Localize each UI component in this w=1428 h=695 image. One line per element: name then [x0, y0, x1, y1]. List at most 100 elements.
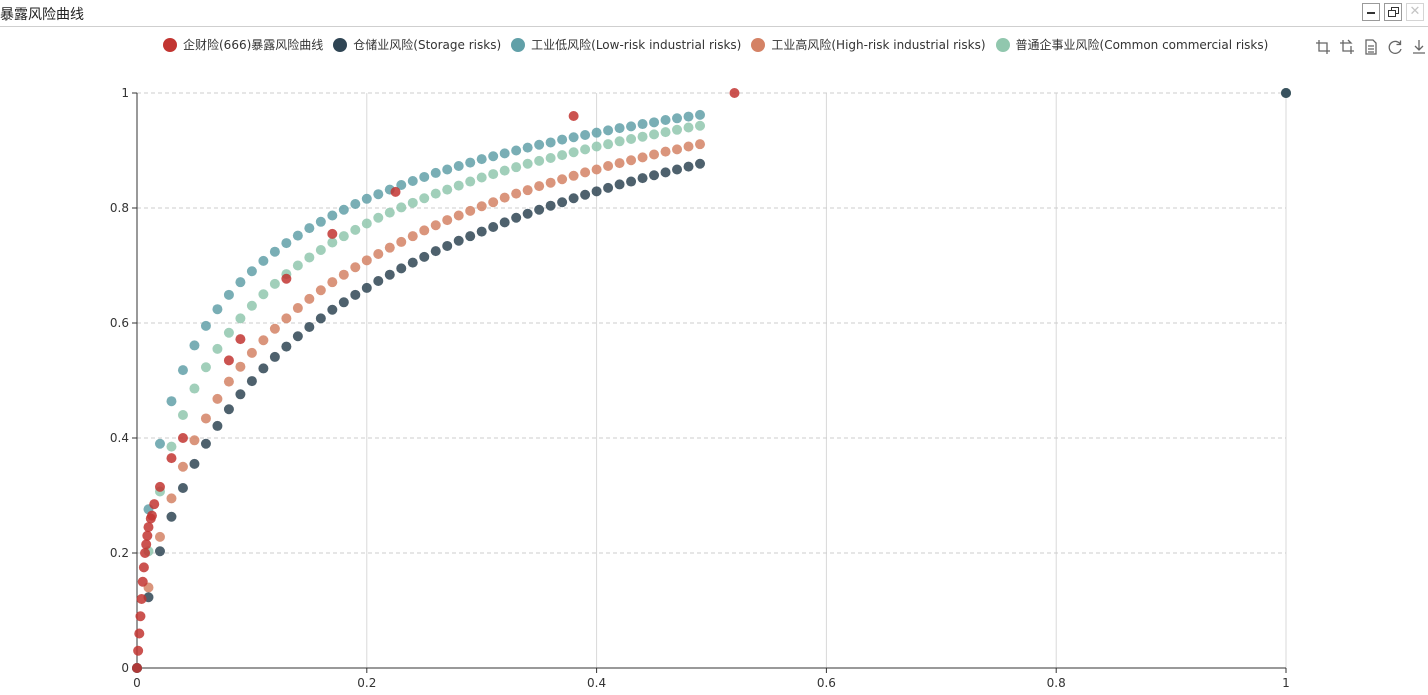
- y-tick-label: 0: [121, 661, 129, 675]
- data-point: [603, 139, 614, 150]
- legend-item-4[interactable]: 普通企事业风险(Common commercial risks): [995, 36, 1268, 53]
- data-point: [177, 433, 188, 443]
- data-point: [200, 438, 211, 449]
- data-point: [626, 155, 637, 166]
- legend-item-0[interactable]: 企财险(666)暴露风险曲线: [163, 36, 323, 53]
- data-point: [407, 257, 418, 268]
- data-point: [149, 499, 160, 510]
- data-point: [350, 198, 361, 209]
- legend-item-2[interactable]: 工业低风险(Low-risk industrial risks): [511, 36, 741, 53]
- data-point: [499, 192, 510, 203]
- data-point: [476, 201, 487, 212]
- data-point: [177, 483, 188, 494]
- x-tick-label: 0.2: [357, 676, 376, 690]
- data-point: [373, 249, 384, 259]
- data-point: [626, 176, 637, 187]
- data-point: [223, 404, 234, 415]
- data-point: [200, 320, 211, 331]
- minimize-button[interactable]: [1362, 3, 1380, 21]
- data-point: [189, 458, 200, 469]
- close-button[interactable]: ✕: [1406, 3, 1424, 21]
- data-point: [729, 88, 740, 98]
- data-point: [511, 188, 522, 199]
- data-point: [683, 111, 694, 122]
- data-point: [281, 313, 292, 324]
- data-point: [246, 300, 257, 311]
- legend-item-1[interactable]: 仓储业风险(Storage risks): [333, 36, 501, 53]
- data-point: [361, 218, 372, 229]
- data-view-icon[interactable]: [1362, 38, 1380, 56]
- data-point: [419, 193, 430, 204]
- data-point: [350, 262, 361, 273]
- data-point: [223, 327, 234, 338]
- data-point: [235, 361, 246, 372]
- data-point: [603, 161, 614, 172]
- data-point: [637, 119, 648, 130]
- data-point: [580, 144, 591, 155]
- data-point: [396, 202, 407, 213]
- data-point: [407, 231, 418, 242]
- data-point: [488, 221, 499, 232]
- data-point: [603, 182, 614, 193]
- data-point: [166, 396, 177, 407]
- data-point: [637, 131, 648, 142]
- data-point: [534, 181, 545, 192]
- zoom-reset-icon[interactable]: [1338, 38, 1356, 56]
- data-point: [361, 282, 372, 293]
- legend-marker: [333, 37, 348, 52]
- data-point: [465, 205, 476, 216]
- data-point: [246, 347, 257, 358]
- data-point: [189, 435, 200, 446]
- chart-toolbox: [1314, 38, 1428, 56]
- data-point: [649, 117, 660, 128]
- y-tick-label: 1: [121, 86, 129, 100]
- data-point: [545, 200, 556, 211]
- restore-chart-icon[interactable]: [1386, 38, 1404, 56]
- data-point: [430, 167, 441, 178]
- data-point: [373, 212, 384, 223]
- data-point: [453, 235, 464, 246]
- data-point: [660, 127, 671, 138]
- data-point: [396, 180, 407, 190]
- window-controls: ✕: [1362, 3, 1424, 21]
- data-point: [292, 230, 303, 241]
- restore-button[interactable]: [1384, 3, 1402, 21]
- data-point: [568, 147, 579, 158]
- data-point: [580, 167, 591, 178]
- data-point: [453, 161, 464, 172]
- x-tick-label: 0.6: [817, 676, 836, 690]
- data-point: [304, 322, 315, 333]
- data-point: [258, 255, 269, 266]
- data-point: [235, 389, 246, 400]
- data-point: [338, 297, 349, 308]
- data-point: [649, 129, 660, 140]
- save-image-icon[interactable]: [1410, 38, 1428, 56]
- x-tick-label: 0: [133, 676, 141, 690]
- data-point: [177, 461, 188, 472]
- legend-item-3[interactable]: 工业高风险(High-risk industrial risks): [751, 36, 986, 53]
- data-point: [591, 164, 602, 175]
- data-point: [660, 115, 671, 126]
- data-point: [166, 493, 177, 504]
- data-point: [637, 152, 648, 163]
- data-point: [246, 266, 257, 277]
- data-point: [177, 365, 188, 376]
- data-point: [258, 289, 269, 300]
- data-point: [442, 215, 453, 226]
- x-tick-label: 1: [1282, 676, 1290, 690]
- data-point: [143, 522, 154, 533]
- data-point: [396, 263, 407, 274]
- data-point: [499, 165, 510, 176]
- data-point: [511, 212, 522, 223]
- zoom-icon[interactable]: [1314, 38, 1332, 56]
- data-point: [327, 277, 338, 288]
- data-point: [534, 155, 545, 166]
- data-point: [269, 323, 280, 334]
- data-point: [614, 179, 625, 190]
- data-point: [637, 173, 648, 184]
- minimize-icon: [1367, 12, 1375, 14]
- data-point: [235, 334, 246, 345]
- data-point: [166, 453, 177, 464]
